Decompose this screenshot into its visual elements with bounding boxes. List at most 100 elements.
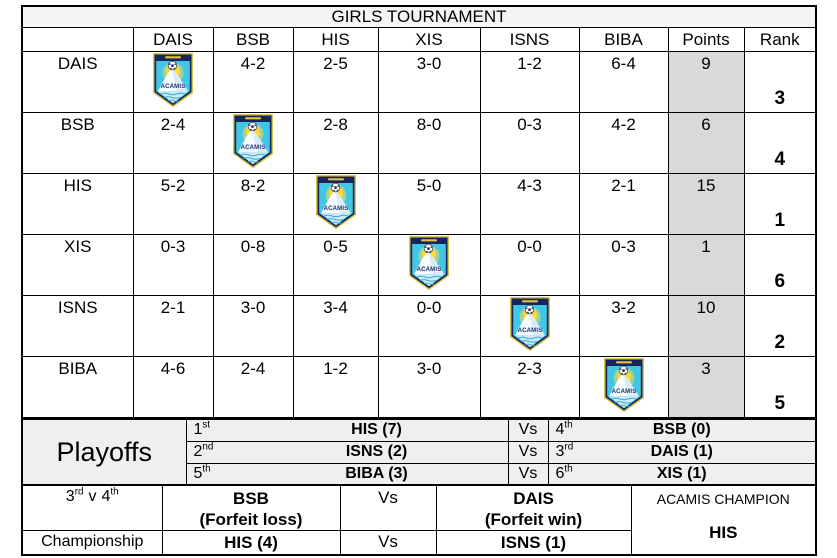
rank-cell: 3: [743, 51, 817, 113]
score-cell: 0-0: [377, 295, 481, 357]
score-cell: 3-2: [578, 295, 669, 357]
score-cell: 4-6: [132, 356, 214, 419]
score-cell: 8-0: [377, 112, 481, 174]
col-header-his: HIS: [292, 27, 379, 52]
row-team-label: XIS: [21, 234, 134, 296]
score-cell: 0-5: [292, 234, 379, 296]
playoff-seed-team-cell: 6th XIS (1): [547, 462, 817, 486]
playoffs-label: Playoffs: [21, 418, 187, 486]
score-cell: 3-4: [292, 295, 379, 357]
standings-row-his: HIS 5-2 8-2 5-0 4-3 2-1 15 1: [21, 173, 817, 235]
score-cell: 0-3: [479, 112, 580, 174]
standings-row-dais: DAIS 4-2 2-5 3-0 1-2 6-4 9 3: [21, 51, 817, 113]
playoff-match-row: Playoffs 1st HIS (7) Vs 4th BSB (0): [21, 418, 817, 486]
score-cell: 0-8: [212, 234, 294, 296]
tournament-title: GIRLS TOURNAMENT: [21, 5, 817, 28]
vs-label: Vs: [507, 418, 549, 442]
championship-team-a: HIS (4): [161, 530, 341, 555]
score-cell: 3-0: [377, 356, 481, 419]
acamis-logo: [233, 114, 273, 168]
seed-label: 6th: [555, 463, 573, 482]
rank-cell: 2: [743, 295, 817, 357]
score-cell: 2-4: [132, 112, 214, 174]
playoff-team: XIS (1): [656, 464, 707, 482]
col-header-dais: DAIS: [132, 27, 214, 52]
row-team-label: BIBA: [21, 356, 134, 419]
playoff-match-row: 5th BIBA (3) Vs 6th XIS (1): [22, 462, 817, 486]
row-team-label: ISNS: [21, 295, 134, 357]
score-cell: 3-0: [377, 51, 481, 113]
standings-row-biba: BIBA 4-6 2-4 1-2 3-0 2-3 3 5: [21, 356, 817, 419]
playoffs-section: Playoffs 1st HIS (7) Vs 4th BSB (0) 2nd …: [21, 418, 817, 486]
playoff-seed-team-cell: 1st HIS (7): [185, 418, 509, 442]
acamis-logo: [409, 236, 449, 290]
rank-cell: 6: [743, 234, 817, 296]
points-cell: 6: [667, 112, 745, 174]
playoff-seed-team-cell: 4th BSB (0): [547, 418, 817, 442]
third-place-label: 3rd v 4th: [21, 484, 163, 531]
acamis-logo: [603, 358, 644, 412]
champion-name: HIS: [709, 523, 738, 542]
score-cell: 2-3: [479, 356, 580, 419]
standings-table: GIRLS TOURNAMENT DAIS BSB HIS XIS ISNS B…: [21, 5, 818, 419]
standings-row-isns: ISNS 2-1 3-0 3-4 0-0 3-2 10 2: [21, 295, 817, 357]
score-cell: 2-4: [212, 356, 294, 419]
points-cell: 1: [667, 234, 745, 296]
col-header-bsb: BSB: [212, 27, 294, 52]
vs-label: Vs: [339, 484, 437, 531]
playoff-seed-team-cell: 5th BIBA (3): [185, 462, 509, 486]
score-cell: 0-0: [479, 234, 580, 296]
points-cell: 15: [667, 173, 745, 235]
seed-label: 1st: [193, 419, 211, 439]
championship-team-b: ISNS (1): [435, 530, 632, 555]
header-row: DAIS BSB HIS XIS ISNS BIBA Points Rank: [21, 27, 817, 52]
playoff-team: DAIS (1): [650, 443, 713, 460]
seed-label: 2nd: [193, 441, 214, 460]
corner-cell: [21, 27, 134, 52]
score-cell: 6-4: [578, 51, 669, 113]
playoff-team: BSB (0): [652, 421, 711, 439]
score-cell: 1-2: [292, 356, 379, 419]
third-place-row: 3rd v 4th BSB (Forfeit loss) Vs DAIS (Forf…: [21, 484, 817, 555]
champion-cell: ACAMIS CHAMPION HIS: [630, 484, 817, 555]
points-cell: 9: [667, 51, 745, 113]
score-cell: 1-2: [479, 51, 580, 113]
score-cell: 2-1: [132, 295, 214, 357]
standings-row-xis: XIS 0-3 0-8 0-5 0-0 0-3 1 6: [21, 234, 817, 296]
col-header-rank: Rank: [743, 27, 817, 52]
playoff-team: HIS (7): [351, 421, 402, 439]
points-cell: 10: [667, 295, 745, 357]
seed-label: 4th: [555, 419, 573, 439]
row-team-label: BSB: [21, 112, 134, 174]
score-cell: 5-0: [377, 173, 481, 235]
score-cell: 2-1: [578, 173, 669, 235]
acamis-logo: [509, 297, 550, 351]
col-header-isns: ISNS: [479, 27, 580, 52]
col-header-xis: XIS: [377, 27, 481, 52]
score-cell: 5-2: [132, 173, 214, 235]
col-header-biba: BIBA: [578, 27, 669, 52]
champion-heading: ACAMIS CHAMPION: [656, 491, 790, 507]
acamis-logo: [315, 175, 356, 229]
score-cell: 4-2: [212, 51, 294, 113]
score-cell: 2-5: [292, 51, 379, 113]
third-place-team-b: DAIS (Forfeit win): [435, 484, 632, 531]
acamis-logo-cell: [578, 356, 669, 419]
score-cell: 8-2: [212, 173, 294, 235]
seed-label: 3rd: [555, 441, 574, 460]
acamis-logo: [153, 53, 193, 107]
score-cell: 3-0: [212, 295, 294, 357]
vs-label: Vs: [507, 462, 549, 486]
championship-label: Championship: [21, 530, 163, 555]
playoff-team: BIBA (3): [345, 464, 408, 482]
points-cell: 3: [667, 356, 745, 419]
score-cell: 4-3: [479, 173, 580, 235]
championship-row: Championship HIS (4) Vs ISNS (1): [21, 530, 816, 555]
finals-section: 3rd v 4th BSB (Forfeit loss) Vs DAIS (Forf…: [21, 484, 817, 556]
rank-cell: 1: [743, 173, 817, 235]
acamis-logo-cell: [132, 51, 214, 113]
third-place-team-a: BSB (Forfeit loss): [161, 484, 341, 531]
rank-cell: 4: [743, 112, 817, 174]
row-team-label: HIS: [21, 173, 134, 235]
